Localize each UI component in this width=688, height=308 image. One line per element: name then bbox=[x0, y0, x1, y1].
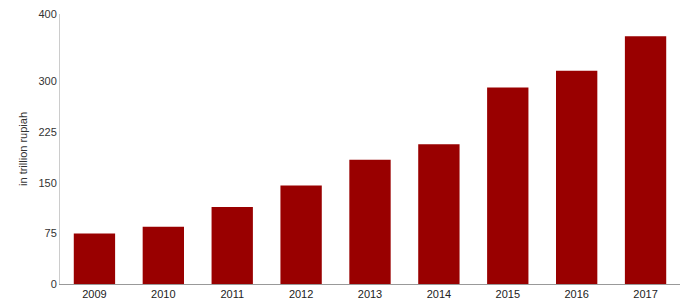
svg-text:2013: 2013 bbox=[358, 288, 382, 300]
svg-text:2011: 2011 bbox=[220, 288, 244, 300]
svg-text:2012: 2012 bbox=[289, 288, 313, 300]
svg-text:225: 225 bbox=[38, 126, 56, 138]
svg-text:in trillion rupiah: in trillion rupiah bbox=[17, 112, 29, 186]
svg-text:0: 0 bbox=[51, 278, 57, 290]
svg-text:75: 75 bbox=[45, 227, 57, 239]
svg-text:400: 400 bbox=[38, 8, 56, 20]
svg-text:2015: 2015 bbox=[496, 288, 520, 300]
svg-text:2009: 2009 bbox=[82, 288, 106, 300]
svg-text:150: 150 bbox=[38, 177, 56, 189]
svg-text:2016: 2016 bbox=[564, 288, 588, 300]
svg-text:2010: 2010 bbox=[151, 288, 175, 300]
svg-text:2014: 2014 bbox=[427, 288, 451, 300]
svg-text:2017: 2017 bbox=[633, 288, 657, 300]
svg-text:300: 300 bbox=[38, 75, 56, 87]
